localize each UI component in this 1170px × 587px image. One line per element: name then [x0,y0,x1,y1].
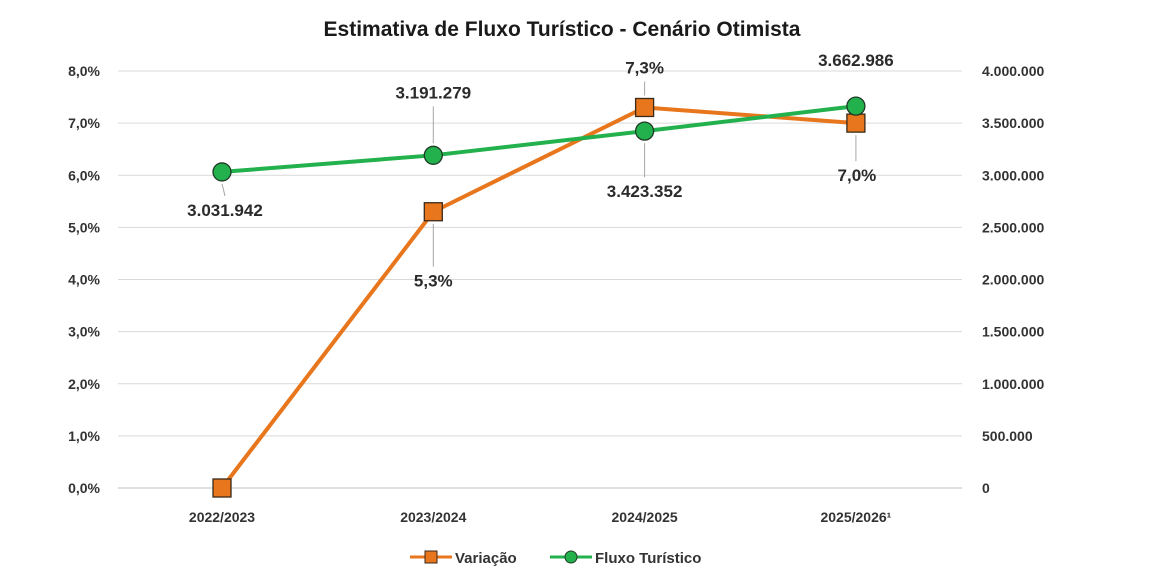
y-right-tick-label: 1.000.000 [982,376,1044,392]
data-label: 3.662.986 [818,51,894,70]
chart-title: Estimativa de Fluxo Turístico - Cenário … [324,18,801,41]
data-point-circle [212,162,232,182]
data-label: 3.423.352 [607,182,683,201]
data-point-square [423,202,443,222]
data-point-square [846,113,866,133]
y-left-tick-label: 4,0% [68,272,100,288]
y-left-tick-label: 2,0% [68,376,100,392]
legend-label: Fluxo Turístico [595,550,701,567]
y-right-tick-label: 4.000.000 [982,63,1044,79]
y-right-tick-label: 0 [982,480,990,496]
x-tick-label: 2023/2024 [400,509,466,525]
data-label: 3.031.942 [187,201,263,220]
y-left-tick-label: 6,0% [68,167,100,183]
data-label: 5,3% [414,272,453,291]
legend-marker-circle [564,550,578,564]
y-right-tick-label: 500.000 [982,428,1033,444]
y-left-tick-label: 0,0% [68,480,100,496]
x-tick-label: 2025/2026¹ [820,509,891,525]
data-point-circle [634,121,655,141]
data-point-circle [846,96,866,116]
leader-line [221,183,226,197]
y-right-tick-label: 3.500.000 [982,115,1044,131]
y-left-tick-label: 8,0% [68,63,100,79]
y-right-tick-label: 3.000.000 [982,167,1044,183]
x-tick-label: 2024/2025 [612,509,678,525]
series-line-variacao [220,105,857,490]
y-left-tick-label: 7,0% [68,115,100,131]
y-left-tick-label: 5,0% [68,219,100,235]
x-tick-label: 2022/2023 [189,509,255,525]
series-line-fluxo [221,104,857,174]
y-right-tick-label: 2.500.000 [982,219,1044,235]
y-right-tick-label: 1.500.000 [982,324,1044,340]
y-left-tick-label: 3,0% [68,324,100,340]
data-label: 7,3% [625,58,664,77]
legend-label: Variação [455,550,517,567]
data-label: 3.191.279 [395,83,471,102]
data-label: 7,0% [838,166,877,185]
y-left-tick-label: 1,0% [68,428,100,444]
data-point-square [634,97,655,118]
data-point-square [212,478,232,498]
data-point-circle [423,145,443,165]
y-right-tick-label: 2.000.000 [982,272,1044,288]
legend-marker-square [424,550,438,564]
